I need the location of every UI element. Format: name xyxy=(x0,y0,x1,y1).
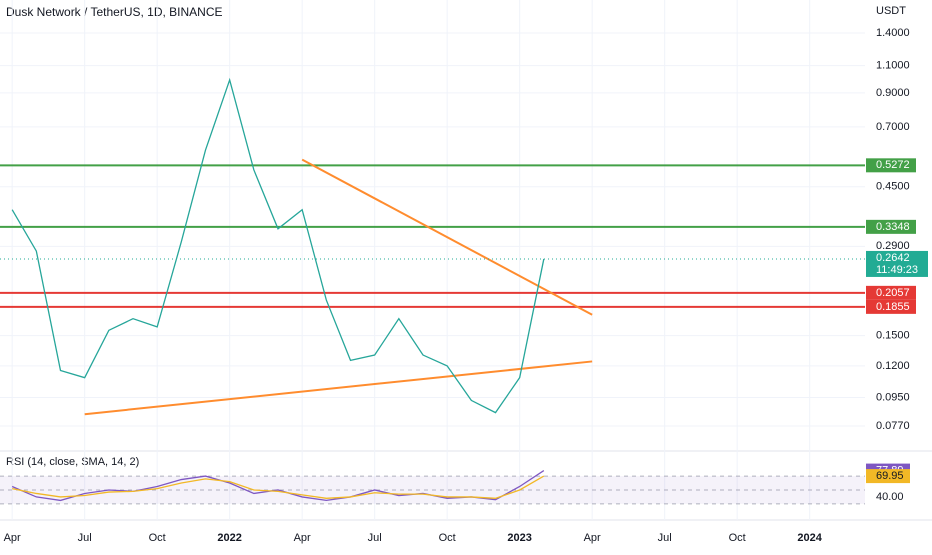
level-label: 0.3348 xyxy=(876,221,910,233)
x-tick-label: 2023 xyxy=(507,532,531,544)
y-tick-label: 0.0770 xyxy=(876,420,910,432)
plot-area xyxy=(0,0,865,520)
level-tag xyxy=(866,299,916,314)
level-label: 0.1855 xyxy=(876,301,910,313)
y-tick-label: 0.9000 xyxy=(876,87,910,99)
y-tick-label: 0.4500 xyxy=(876,181,910,193)
y-tick-label: 0.7000 xyxy=(876,121,910,133)
y-tick-label: 0.0950 xyxy=(876,391,910,403)
x-tick-label: Oct xyxy=(439,532,456,544)
x-tick-label: Apr xyxy=(4,532,21,544)
symbol-title: Dusk Network / TetherUS, 1D, BINANCE xyxy=(6,5,223,19)
rsi-tag-label: 69.95 xyxy=(876,470,904,482)
price-line xyxy=(12,475,545,499)
level-tag xyxy=(866,219,916,234)
rsi-background xyxy=(0,476,865,504)
y-tick-label: 1.4000 xyxy=(876,27,910,39)
trendline xyxy=(84,360,593,416)
y-tick-label: 0.1500 xyxy=(876,330,910,342)
price-line xyxy=(11,470,545,502)
x-tick-label: Jul xyxy=(78,532,92,544)
x-tick-label: Jul xyxy=(658,532,672,544)
level-tag xyxy=(866,158,916,173)
level-label: 0.2057 xyxy=(876,287,910,299)
x-tick-label: Oct xyxy=(729,532,746,544)
price-line xyxy=(11,77,545,414)
countdown: 11:49:23 xyxy=(876,264,918,276)
currency: USDT xyxy=(876,5,906,17)
last-price-label: 0.2642 xyxy=(876,252,910,264)
x-tick-label: Jul xyxy=(368,532,382,544)
x-tick-label: 2022 xyxy=(217,532,241,544)
level-tag xyxy=(866,285,916,300)
rsi-tick-label: 40.00 xyxy=(876,491,904,503)
trendline xyxy=(301,158,593,316)
y-tick-label: 0.2900 xyxy=(876,240,910,252)
rsi-title: RSI (14, close, SMA, 14, 2) xyxy=(6,456,139,468)
level-label: 0.5272 xyxy=(876,159,910,171)
x-tick-label: Apr xyxy=(584,532,601,544)
x-tick-label: 2024 xyxy=(797,532,822,544)
x-tick-label: Oct xyxy=(149,532,166,544)
rsi-tag xyxy=(866,469,910,484)
y-tick-label: 1.1000 xyxy=(876,60,910,72)
x-tick-label: Apr xyxy=(294,532,311,544)
y-tick-label: 0.1200 xyxy=(876,360,910,372)
last-price-tag xyxy=(866,250,928,277)
